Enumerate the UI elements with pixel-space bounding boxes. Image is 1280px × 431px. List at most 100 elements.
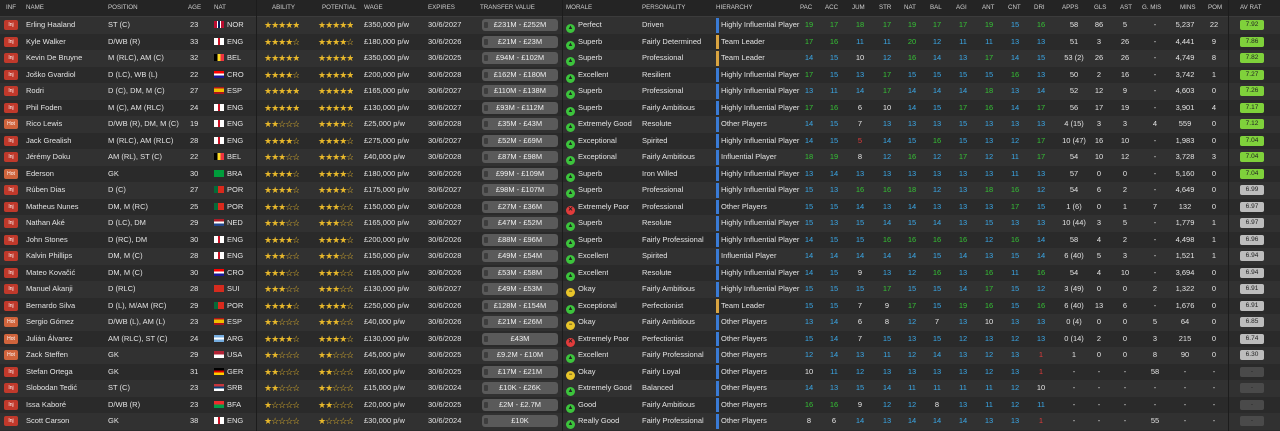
player-name[interactable]: Stefan Ortega [26,366,73,376]
col-ant[interactable]: ANT [982,4,995,11]
player-name[interactable]: Phil Foden [26,102,62,112]
player-name[interactable]: Joško Gvardiol [26,69,76,79]
table-row[interactable]: Inj Slobodan Tedić ST (C) 23 SRB ★★☆☆☆ ★★☆☆☆ £1… [0,380,1280,397]
table-row[interactable]: Inj Jérémy Doku AM (RL), ST (C) 22 BEL ★★★☆☆ ★… [0,149,1280,166]
table-row[interactable]: Inj Matheus Nunes DM, M (RC) 25 POR ★★★☆☆ ★★★☆… [0,198,1280,215]
col-pom[interactable]: POM [1208,4,1223,11]
col-age[interactable]: AGE [188,4,202,11]
injury-badge[interactable]: Hot [4,317,18,327]
col-nat[interactable]: NAT [214,4,226,11]
injury-badge[interactable]: Inj [4,135,18,146]
col-dri[interactable]: DRI [1034,4,1045,11]
col-pac[interactable]: PAC [800,4,813,11]
col-expires[interactable]: EXPIRES [428,4,455,11]
injury-badge[interactable]: Inj [4,416,18,426]
injury-badge[interactable]: Inj [4,53,18,63]
injury-badge[interactable]: Inj [4,102,18,113]
table-row[interactable]: Hot Ederson GK 30 BRA ★★★★☆ ★★★★☆ £180,000 p/w 3… [0,165,1280,182]
player-name[interactable]: Bernardo Silva [26,300,76,310]
col-position[interactable]: POSITION [108,4,138,11]
player-name[interactable]: Mateo Kovačić [26,267,76,277]
player-name[interactable]: Rodri [26,86,44,95]
col-jum[interactable]: JUM [852,4,865,11]
player-name[interactable]: Julián Álvarez [26,333,73,343]
injury-badge[interactable]: Inj [4,234,18,245]
player-name[interactable]: Rico Lewis [26,119,63,128]
table-row[interactable]: Inj Manuel Akanji D (RLC) 28 SUI ★★★☆☆ ★★★☆☆ £1… [0,281,1280,298]
col-transfer-value[interactable]: TRANSFER VALUE [480,4,535,11]
injury-badge[interactable]: Inj [4,86,18,96]
col-avrat[interactable]: AV RAT [1240,4,1262,11]
injury-badge[interactable]: Inj [4,366,18,377]
table-row[interactable]: Inj Kalvin Phillips DM, M (C) 28 ENG ★★★☆☆ ★★★… [0,248,1280,265]
table-row[interactable]: Inj Bernardo Silva D (L), M/AM (RC) 29 POR ★★… [0,297,1280,314]
col-potential[interactable]: POTENTIAL [322,4,357,11]
col-personality[interactable]: PERSONALITY [642,4,686,11]
col-wage[interactable]: WAGE [364,4,383,11]
injury-badge[interactable]: Inj [4,383,18,393]
col-morale[interactable]: MORALE [566,4,593,11]
injury-badge[interactable]: Inj [4,69,18,80]
player-name[interactable]: John Stones [26,234,68,244]
player-name[interactable]: Jack Grealish [26,135,72,145]
table-row[interactable]: Inj Scott Carson GK 38 ENG ★☆☆☆☆ ★☆☆☆☆ £30,000 … [0,413,1280,430]
table-row[interactable]: Hot Rico Lewis D/WB (R), DM, M (C) 19 ENG ★★☆… [0,116,1280,133]
injury-badge[interactable]: Inj [4,201,18,212]
injury-badge[interactable]: Inj [4,300,18,311]
injury-badge[interactable]: Inj [4,218,18,228]
injury-badge[interactable]: Hot [4,119,18,129]
player-name[interactable]: Manuel Akanji [26,284,73,293]
player-name[interactable]: Scott Carson [26,416,70,425]
col-hierarchy[interactable]: HIERARCHY [716,4,753,11]
player-name[interactable]: Kyle Walker [26,36,66,46]
table-row[interactable]: Hot Julián Álvarez AM (RLC), ST (C) 24 ARG ★★… [0,330,1280,347]
player-name[interactable]: Rúben Dias [26,185,66,194]
player-name[interactable]: Issa Kaboré [26,399,67,409]
injury-badge[interactable]: Inj [4,267,18,278]
col-gls[interactable]: GLS [1094,4,1107,11]
player-name[interactable]: Sergio Gómez [26,317,74,326]
injury-badge[interactable]: Hot [4,333,18,344]
col-nat-attr[interactable]: NAT [904,4,916,11]
player-name[interactable]: Kevin De Bruyne [26,53,83,62]
table-row[interactable]: Inj Stefan Ortega GK 31 GER ★★☆☆☆ ★★☆☆☆ £60,000… [0,363,1280,380]
injury-badge[interactable]: Inj [4,152,18,162]
player-name[interactable]: Slobodan Tedić [26,383,78,392]
table-row[interactable]: Inj Nathan Aké D (LC), DM 29 NED ★★★☆☆ ★★★☆☆ £1… [0,215,1280,232]
col-apps[interactable]: APPS [1062,4,1079,11]
table-row[interactable]: Inj Jack Grealish M (RLC), AM (RLC) 28 ENG ★★… [0,132,1280,149]
col-agi[interactable]: AGI [956,4,967,11]
table-row[interactable]: Inj Mateo Kovačić DM, M (C) 30 CRO ★★★☆☆ ★★★☆☆… [0,264,1280,281]
col-ast[interactable]: AST [1120,4,1133,11]
col-bal[interactable]: BAL [930,4,942,11]
col-acc[interactable]: ACC [825,4,839,11]
table-row[interactable]: Inj Kevin De Bruyne M (RLC), AM (C) 32 BEL ★★… [0,50,1280,67]
player-name[interactable]: Nathan Aké [26,218,65,227]
injury-badge[interactable]: Inj [4,20,18,30]
col-ability[interactable]: ABILITY [272,4,296,11]
injury-badge[interactable]: Inj [4,251,18,261]
injury-badge[interactable]: Inj [4,399,18,410]
col-inf[interactable]: INF [6,4,16,11]
injury-badge[interactable]: Inj [4,185,18,195]
col-name[interactable]: NAME [26,4,44,11]
table-row[interactable]: Inj John Stones D (RC), DM 30 ENG ★★★★☆ ★★★★☆ £… [0,231,1280,248]
table-row[interactable]: Inj Rodri D (C), DM, M (C) 27 ESP ★★★★★ ★★★★★ £… [0,83,1280,100]
col-gmis[interactable]: G. MIS [1142,4,1162,11]
player-name[interactable]: Kalvin Phillips [26,251,73,260]
table-row[interactable]: Inj Phil Foden M (C), AM (RLC) 24 ENG ★★★★★ ★★… [0,99,1280,116]
player-name[interactable]: Erling Haaland [26,20,76,29]
player-name[interactable]: Ederson [26,168,54,178]
table-row[interactable]: Inj Rúben Dias D (C) 27 POR ★★★★☆ ★★★★☆ £175,00… [0,182,1280,199]
table-row[interactable]: Inj Issa Kaboré D/WB (R) 23 BFA ★☆☆☆☆ ★★☆☆☆ £20… [0,396,1280,413]
injury-badge[interactable]: Hot [4,350,18,360]
table-row[interactable]: Hot Sergio Gómez D/WB (L), AM (L) 23 ESP ★★☆☆… [0,314,1280,331]
injury-badge[interactable]: Hot [4,168,18,179]
table-row[interactable]: Inj Erling Haaland ST (C) 23 NOR ★★★★★ ★★★★★ £3… [0,17,1280,34]
table-row[interactable]: Hot Zack Steffen GK 29 USA ★★☆☆☆ ★★☆☆☆ £45,000 … [0,347,1280,364]
col-cnt[interactable]: CNT [1008,4,1021,11]
table-row[interactable]: Inj Kyle Walker D/WB (R) 33 ENG ★★★★☆ ★★★★☆ £18… [0,33,1280,50]
injury-badge[interactable]: Inj [4,284,18,294]
col-str[interactable]: STR [879,4,892,11]
player-name[interactable]: Zack Steffen [26,350,68,359]
